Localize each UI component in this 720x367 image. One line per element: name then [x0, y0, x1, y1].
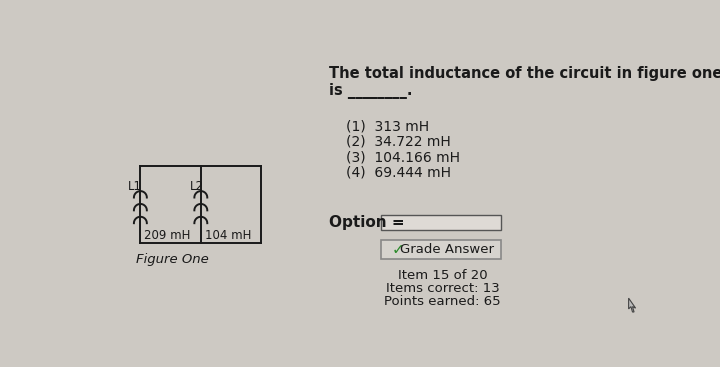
Text: (3)  104.166 mH: (3) 104.166 mH	[346, 150, 460, 164]
Text: (4)  69.444 mH: (4) 69.444 mH	[346, 166, 451, 180]
Text: ✓: ✓	[391, 242, 404, 257]
Text: is ________.: is ________.	[329, 83, 413, 99]
Text: 209 mH: 209 mH	[144, 229, 191, 242]
Text: (1)  313 mH: (1) 313 mH	[346, 120, 429, 134]
Text: Figure One: Figure One	[137, 254, 210, 266]
Polygon shape	[629, 298, 636, 312]
Text: (2)  34.722 mH: (2) 34.722 mH	[346, 135, 451, 149]
Text: 104 mH: 104 mH	[204, 229, 251, 242]
Text: L2: L2	[190, 179, 204, 193]
Text: Option =: Option =	[329, 215, 410, 230]
Text: Points earned: 65: Points earned: 65	[384, 295, 501, 308]
Text: The total inductance of the circuit in figure one: The total inductance of the circuit in f…	[329, 66, 720, 81]
Bar	[381, 215, 500, 230]
Text: L1: L1	[128, 179, 142, 193]
Text: Item 15 of 20: Item 15 of 20	[398, 269, 487, 282]
Bar	[381, 240, 500, 259]
Text: Grade Answer: Grade Answer	[400, 243, 494, 256]
Text: Items correct: 13: Items correct: 13	[386, 282, 500, 295]
